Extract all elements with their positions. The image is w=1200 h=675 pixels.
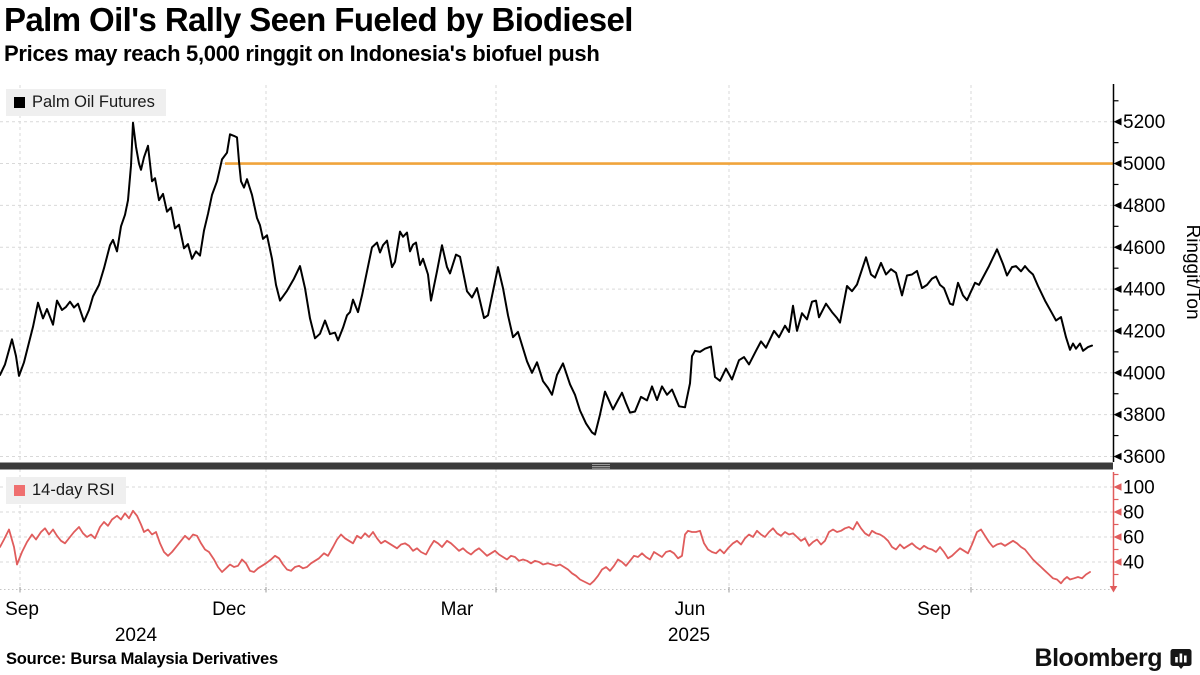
rsi-tick-arrow-icon xyxy=(1113,558,1122,566)
price-axis-title: Ringgit/Ton xyxy=(1182,224,1200,319)
bloomberg-chart-bubble-icon xyxy=(1170,648,1192,669)
palm-oil-price-line xyxy=(0,121,1093,436)
chart-title: Palm Oil's Rally Seen Fueled by Biodiese… xyxy=(4,1,633,38)
price-tick-label: 4800 xyxy=(1123,196,1165,217)
price-tick-arrow-icon xyxy=(1113,369,1122,377)
panel-resize-handle[interactable] xyxy=(560,459,640,473)
price-tick-arrow-icon xyxy=(1113,117,1122,126)
price-tick-arrow-icon xyxy=(1113,159,1122,168)
price-tick-arrow-icon xyxy=(1113,452,1122,461)
price-tick-arrow-icon xyxy=(1113,410,1122,419)
x-tick-label: Jun xyxy=(675,599,706,620)
x-year-label: 2025 xyxy=(668,625,710,646)
x-tick-label: Sep xyxy=(5,599,39,620)
rsi-line xyxy=(0,509,1091,586)
rsi-tick-arrow-icon xyxy=(1113,533,1122,541)
price-tick-label: 4200 xyxy=(1123,321,1165,342)
price-tick-arrow-icon xyxy=(1113,327,1122,335)
price-tick-arrow-icon xyxy=(1113,285,1122,293)
rsi-tick-arrow-icon xyxy=(1113,508,1122,516)
legend-palm-oil-futures: Palm Oil Futures xyxy=(6,89,166,116)
rsi-tick-label: 40 xyxy=(1123,553,1144,574)
rsi-tick-label: 60 xyxy=(1123,528,1144,549)
rsi-tick-arrow-icon xyxy=(1113,483,1122,491)
palm-oil-swatch-icon xyxy=(14,97,25,108)
chart-subtitle: Prices may reach 5,000 ringgit on Indone… xyxy=(4,40,600,66)
x-tick-label: Sep xyxy=(917,599,951,620)
rsi-swatch-icon xyxy=(14,485,25,496)
chart-header: Palm Oil's Rally Seen Fueled by Biodiese… xyxy=(4,1,1194,67)
panel-separator xyxy=(0,462,1113,470)
price-tick-label: 5000 xyxy=(1123,154,1165,175)
price-tick-label: 3800 xyxy=(1123,405,1165,426)
price-tick-arrow-icon xyxy=(1113,243,1122,252)
price-tick-label: 4600 xyxy=(1123,238,1165,259)
rsi-axis-arrow-icon xyxy=(1109,586,1118,593)
legend-palm-oil-label: Palm Oil Futures xyxy=(32,93,155,111)
x-tick-label: Mar xyxy=(441,599,474,620)
price-tick-label: 4400 xyxy=(1123,280,1165,301)
bloomberg-wordmark: Bloomberg xyxy=(1034,644,1163,672)
x-year-label: 2024 xyxy=(115,625,158,646)
price-tick-label: 3600 xyxy=(1123,447,1165,468)
legend-rsi-label: 14-day RSI xyxy=(32,481,115,499)
bloomberg-logo: Bloomberg xyxy=(1035,644,1192,673)
rsi-tick-label: 80 xyxy=(1123,503,1144,524)
price-tick-arrow-icon xyxy=(1113,201,1122,210)
rsi-tick-label: 100 xyxy=(1123,478,1155,499)
legend-rsi: 14-day RSI xyxy=(6,477,126,504)
price-tick-label: 4000 xyxy=(1123,363,1165,384)
price-tick-label: 5200 xyxy=(1123,112,1165,133)
source-note: Source: Bursa Malaysia Derivatives xyxy=(6,650,279,668)
x-tick-label: Dec xyxy=(212,599,246,620)
